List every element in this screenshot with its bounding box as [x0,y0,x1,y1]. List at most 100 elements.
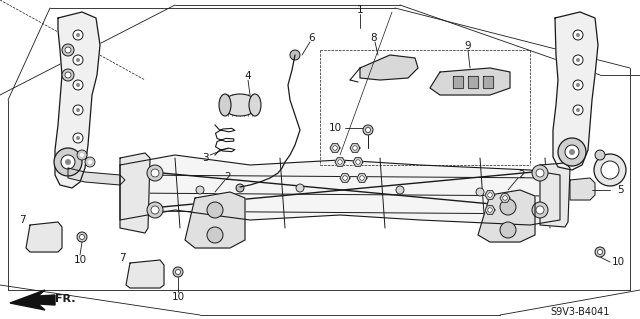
Circle shape [573,105,583,115]
Text: 7: 7 [19,215,26,225]
Circle shape [488,208,492,212]
Circle shape [76,136,80,140]
Circle shape [569,149,575,155]
Ellipse shape [223,94,257,116]
Circle shape [80,153,84,157]
Circle shape [76,83,80,87]
Polygon shape [330,144,340,152]
Circle shape [76,58,80,62]
Polygon shape [55,12,100,188]
Polygon shape [430,68,510,95]
Circle shape [338,160,342,164]
Text: 9: 9 [465,41,471,51]
Polygon shape [570,178,595,200]
Circle shape [476,188,484,196]
Text: 10: 10 [328,123,342,133]
Circle shape [536,206,544,214]
Circle shape [147,165,163,181]
Polygon shape [453,76,463,88]
Circle shape [343,176,348,180]
Circle shape [576,33,580,37]
Circle shape [488,193,492,197]
Text: 10: 10 [74,255,86,265]
Polygon shape [540,163,570,227]
Circle shape [353,146,357,150]
Circle shape [296,184,304,192]
Polygon shape [553,12,598,170]
Text: 5: 5 [617,185,623,195]
Circle shape [290,50,300,60]
Circle shape [601,161,619,179]
Polygon shape [483,76,493,88]
Circle shape [61,155,75,169]
Polygon shape [478,190,535,242]
Polygon shape [185,192,245,248]
Circle shape [500,199,516,215]
Circle shape [595,150,605,160]
Circle shape [65,72,71,78]
Circle shape [73,133,83,143]
Circle shape [573,55,583,65]
Circle shape [532,165,548,181]
Polygon shape [340,174,350,182]
Circle shape [576,83,580,87]
Circle shape [500,222,516,238]
Polygon shape [120,153,150,233]
Circle shape [595,247,605,257]
Circle shape [536,169,544,177]
Circle shape [236,184,244,192]
Circle shape [77,232,87,242]
Circle shape [62,69,74,81]
Circle shape [594,154,626,186]
Circle shape [363,125,373,135]
Circle shape [573,30,583,40]
Ellipse shape [219,94,231,116]
Circle shape [503,196,508,200]
Circle shape [73,30,83,40]
Circle shape [88,160,92,164]
Circle shape [356,160,360,164]
Text: 6: 6 [308,33,316,43]
Text: 4: 4 [244,71,252,81]
Circle shape [173,267,183,277]
Polygon shape [350,144,360,152]
Circle shape [151,169,159,177]
Circle shape [396,186,404,194]
Polygon shape [126,260,164,288]
Circle shape [85,157,95,167]
Polygon shape [26,222,62,252]
Circle shape [65,47,71,53]
Polygon shape [335,158,345,166]
Circle shape [360,176,364,180]
Circle shape [73,105,83,115]
Text: 3: 3 [202,153,208,163]
Circle shape [558,138,586,166]
Circle shape [196,186,204,194]
Polygon shape [360,55,418,80]
Polygon shape [468,76,478,88]
Circle shape [576,58,580,62]
Text: 10: 10 [172,292,184,302]
Polygon shape [485,191,495,199]
Circle shape [532,202,548,218]
Polygon shape [357,174,367,182]
Ellipse shape [249,94,261,116]
Circle shape [151,206,159,214]
Circle shape [62,44,74,56]
Polygon shape [68,168,125,185]
Circle shape [207,227,223,243]
Circle shape [79,234,84,240]
Polygon shape [485,206,495,214]
Polygon shape [120,155,560,225]
Circle shape [73,80,83,90]
Circle shape [365,128,371,132]
Text: 10: 10 [611,257,625,267]
Polygon shape [353,158,363,166]
Circle shape [65,159,71,165]
Text: 2: 2 [225,172,231,182]
Circle shape [54,148,82,176]
Circle shape [598,249,602,255]
Circle shape [565,145,579,159]
Circle shape [573,80,583,90]
Circle shape [73,55,83,65]
